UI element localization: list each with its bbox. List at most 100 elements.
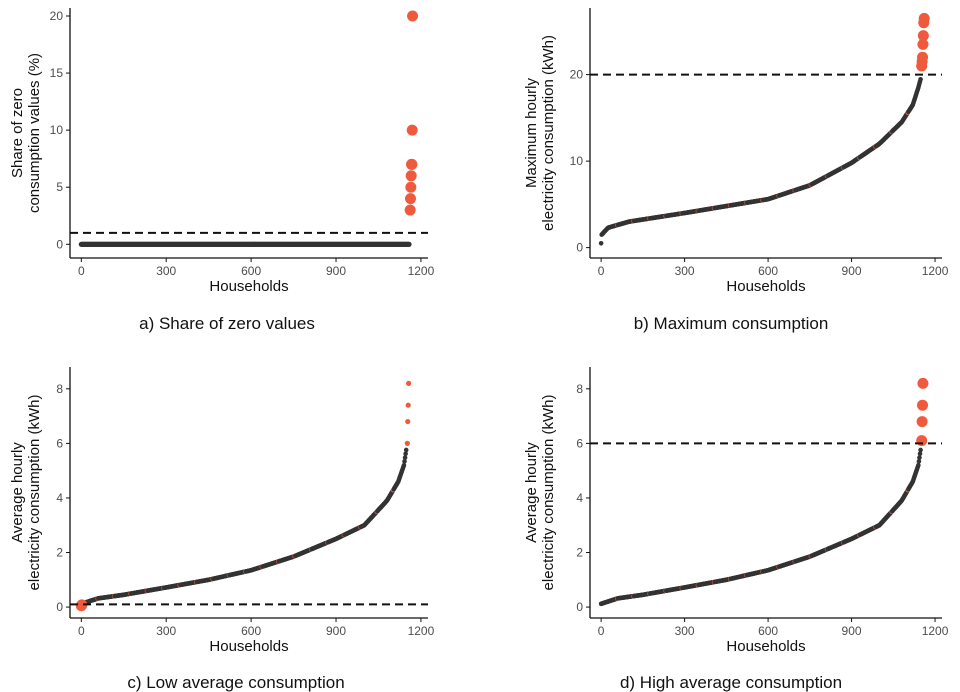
x-axis-title: Households bbox=[209, 638, 288, 655]
x-tick-label: 900 bbox=[326, 264, 346, 278]
outlier-point bbox=[917, 377, 929, 389]
outlier-point bbox=[404, 204, 416, 216]
y-axis-title-line: Average hourly bbox=[523, 442, 540, 543]
data-point bbox=[403, 451, 408, 457]
outlier-point bbox=[916, 416, 928, 428]
y-tick-label: 20 bbox=[50, 9, 64, 23]
data-point bbox=[916, 462, 921, 468]
outlier-point bbox=[405, 418, 411, 425]
outlier-point bbox=[407, 10, 419, 22]
data-point bbox=[917, 451, 923, 457]
outlier-point bbox=[404, 440, 410, 446]
outlier-point bbox=[405, 181, 417, 193]
chart-panel-d: 0 300 600 900 1200 0 2 4 6 8 Households Average hou… bbox=[523, 367, 949, 692]
x-axis-title: Households bbox=[726, 278, 805, 295]
y-tick-label: 20 bbox=[570, 68, 584, 82]
outlier-point bbox=[405, 402, 411, 408]
panel-caption: a) Share of zero values bbox=[139, 314, 315, 333]
y-axis-title-line: Average hourly bbox=[9, 442, 26, 543]
y-axis-title-line: consumption values (%) bbox=[26, 53, 43, 213]
x-tick-label: 900 bbox=[326, 624, 346, 638]
x-tick-label: 0 bbox=[78, 624, 85, 638]
y-tick-label: 0 bbox=[576, 600, 583, 614]
chart-panel-b: 0 300 600 900 1200 0 10 20 Households Maximum hou… bbox=[523, 8, 949, 333]
data-point bbox=[916, 459, 922, 464]
x-tick-label: 0 bbox=[78, 264, 85, 278]
x-tick-label: 300 bbox=[156, 624, 176, 638]
x-tick-label: 1200 bbox=[922, 264, 949, 278]
x-axis-title: Households bbox=[726, 638, 805, 655]
x-tick-label: 300 bbox=[675, 264, 695, 278]
y-tick-label: 10 bbox=[570, 154, 584, 168]
y-axis-title-line: Maximum hourly bbox=[523, 77, 540, 188]
y-axis-title: Share of zeroconsumption values (%) bbox=[9, 53, 43, 213]
x-tick-label: 900 bbox=[842, 264, 862, 278]
data-point bbox=[402, 455, 408, 460]
x-tick-label: 300 bbox=[156, 264, 176, 278]
x-tick-label: 0 bbox=[598, 264, 605, 278]
y-tick-label: 2 bbox=[56, 546, 63, 560]
y-axis-title-line: electricity consumption (kWh) bbox=[540, 35, 557, 231]
data-points bbox=[598, 12, 930, 246]
data-points bbox=[75, 380, 412, 612]
data-points bbox=[598, 377, 929, 607]
x-tick-label: 1200 bbox=[408, 264, 435, 278]
data-point bbox=[403, 447, 409, 453]
x-tick-label: 600 bbox=[241, 264, 261, 278]
outlier-point bbox=[917, 38, 929, 50]
y-axis-title: Average hourlyelectricity consumption (k… bbox=[523, 395, 557, 591]
x-tick-label: 600 bbox=[241, 624, 261, 638]
y-tick-label: 4 bbox=[576, 491, 583, 505]
y-tick-label: 5 bbox=[56, 180, 63, 194]
x-axis-title: Households bbox=[209, 278, 288, 295]
outlier-point bbox=[405, 170, 417, 182]
chart-panel-a: 0 300 600 900 1200 0 5 10 15 20 Households Share of… bbox=[9, 8, 435, 333]
x-tick-label: 600 bbox=[758, 624, 778, 638]
data-point bbox=[402, 459, 407, 464]
outlier-point bbox=[406, 158, 418, 170]
outlier-point bbox=[916, 435, 928, 447]
y-axis-title: Average hourlyelectricity consumption (k… bbox=[9, 395, 43, 591]
y-axis-title-line: Share of zero bbox=[9, 88, 26, 178]
outlier-point bbox=[917, 51, 929, 63]
y-axis-title-line: electricity consumption (kWh) bbox=[540, 395, 557, 591]
data-points bbox=[78, 10, 419, 247]
x-tick-label: 1200 bbox=[408, 624, 435, 638]
x-tick-label: 600 bbox=[758, 264, 778, 278]
panel-caption: c) Low average consumption bbox=[127, 673, 344, 692]
panel-caption: b) Maximum consumption bbox=[634, 314, 829, 333]
outlier-point bbox=[917, 30, 929, 42]
y-tick-label: 8 bbox=[56, 382, 63, 396]
y-tick-label: 2 bbox=[576, 546, 583, 560]
outlier-point bbox=[405, 193, 417, 205]
data-point bbox=[406, 241, 412, 247]
data-point bbox=[918, 447, 923, 453]
outlier-point bbox=[918, 12, 930, 24]
x-tick-label: 900 bbox=[842, 624, 862, 638]
outlier-point bbox=[406, 380, 412, 386]
chart-panel-c: 0 300 600 900 1200 0 2 4 6 8 Households Average hou… bbox=[9, 367, 435, 692]
data-point bbox=[598, 240, 604, 246]
outlier-point bbox=[76, 599, 88, 611]
x-tick-label: 1200 bbox=[922, 624, 949, 638]
y-tick-label: 0 bbox=[56, 237, 63, 251]
x-tick-label: 300 bbox=[675, 624, 695, 638]
x-tick-label: 0 bbox=[598, 624, 605, 638]
panel-caption: d) High average consumption bbox=[620, 673, 842, 692]
y-axis-title-line: electricity consumption (kWh) bbox=[26, 395, 43, 591]
y-axis-title: Maximum hourlyelectricity consumption (k… bbox=[523, 35, 557, 231]
data-point bbox=[401, 462, 407, 468]
data-point bbox=[917, 455, 922, 460]
y-tick-label: 6 bbox=[576, 436, 583, 450]
y-tick-label: 8 bbox=[576, 382, 583, 396]
y-tick-label: 10 bbox=[50, 123, 64, 137]
y-tick-label: 0 bbox=[576, 241, 583, 255]
outlier-point bbox=[406, 124, 418, 136]
y-tick-label: 4 bbox=[56, 491, 63, 505]
data-point bbox=[918, 76, 923, 82]
outlier-point bbox=[917, 399, 929, 411]
y-tick-label: 6 bbox=[56, 436, 63, 450]
y-tick-label: 15 bbox=[50, 66, 64, 80]
y-tick-label: 0 bbox=[56, 600, 63, 614]
